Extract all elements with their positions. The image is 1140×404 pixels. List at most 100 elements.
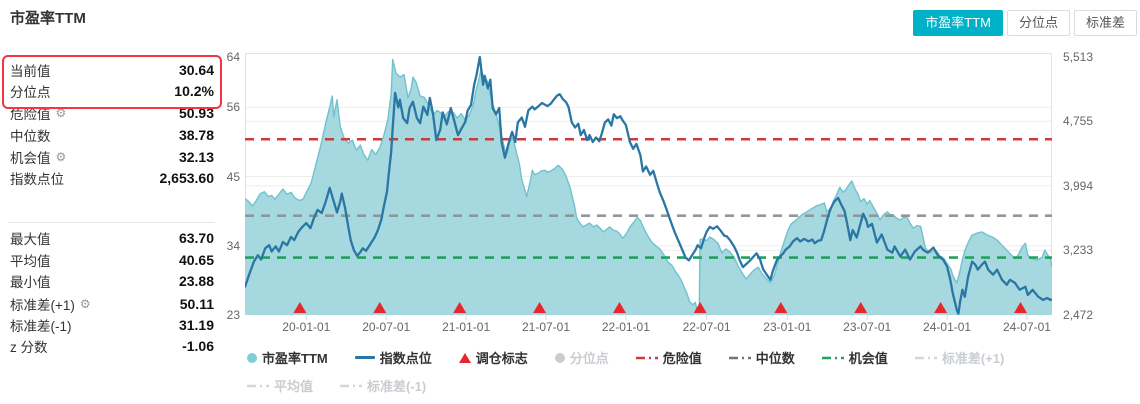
- y-axis-left-label: 64: [226, 50, 240, 64]
- stat-label: z 分数: [10, 339, 48, 355]
- dash-marker-icon: [340, 384, 363, 387]
- stat-row: 标准差(+1) ⚙ 50.11: [10, 294, 214, 313]
- tab-percentile[interactable]: 分位点: [1006, 10, 1070, 36]
- legend-item-市盈率TTM[interactable]: 市盈率TTM: [247, 348, 328, 367]
- stat-label: 最大值: [10, 231, 51, 247]
- legend-label: 标准差(+1): [941, 351, 1005, 366]
- y-axis-right-label: 3,994: [1063, 178, 1094, 193]
- stat-row: 最小值 23.88: [10, 271, 214, 290]
- rebalance-mark-icon: [612, 302, 626, 313]
- y-axis-right-label: 4,755: [1063, 114, 1094, 129]
- stat-label: 标准差(-1): [10, 318, 72, 334]
- legend-item-标准差(+1)[interactable]: 标准差(+1): [914, 348, 1005, 367]
- dash-marker-icon: [247, 384, 269, 387]
- stat-label: 标准差(+1): [10, 297, 75, 313]
- gear-icon[interactable]: ⚙: [55, 105, 67, 120]
- legend-label: 危险值: [662, 351, 702, 366]
- stat-value: -1.06: [182, 337, 214, 354]
- stat-label: 中位数: [10, 128, 51, 144]
- stat-row: 中位数 38.78: [10, 125, 214, 144]
- legend-item-分位点[interactable]: 分位点: [554, 348, 609, 367]
- tab-pe-ttm[interactable]: 市盈率TTM: [913, 10, 1003, 36]
- rebalance-mark-icon: [453, 302, 467, 313]
- stat-row: 指数点位 2,653.60: [10, 168, 214, 187]
- stat-row: 当前值 30.64: [10, 60, 214, 79]
- stat-row: 危险值 ⚙ 50.93: [10, 103, 214, 122]
- dash-marker-icon: [821, 356, 844, 359]
- legend-label: 中位数: [755, 351, 795, 366]
- dash-marker-icon: [635, 356, 658, 359]
- stat-value: 10.2%: [174, 82, 214, 99]
- legend-row-2: 平均值 标准差(-1): [247, 376, 453, 395]
- y-axis-right-label: 3,233: [1063, 243, 1094, 258]
- stat-value: 32.13: [178, 148, 214, 165]
- legend-label: 指数点位: [379, 351, 432, 366]
- rebalance-mark-icon: [854, 302, 868, 313]
- rebalance-mark-icon: [293, 302, 307, 313]
- x-axis-label: 20-07-01: [362, 320, 411, 334]
- pe-ttm-area: [245, 59, 1052, 315]
- x-axis-label: 21-07-01: [521, 320, 571, 334]
- line-marker-icon: [354, 356, 375, 359]
- y-axis-right-label: 5,513: [1063, 50, 1094, 64]
- rebalance-mark-icon: [774, 302, 788, 313]
- dash-marker-icon: [914, 356, 937, 359]
- x-axis-label: 21-01-01: [442, 320, 491, 334]
- stat-row: z 分数 -1.06: [10, 336, 214, 355]
- stat-label: 机会值: [10, 150, 51, 166]
- x-axis-label: 23-07-01: [843, 320, 892, 334]
- rebalance-mark-icon: [693, 302, 707, 313]
- legend-item-中位数[interactable]: 中位数: [728, 348, 795, 367]
- legend-item-标准差(-1)[interactable]: 标准差(-1): [340, 376, 426, 395]
- stat-label: 平均值: [10, 253, 51, 269]
- x-axis-label: 22-01-01: [601, 320, 650, 334]
- circle-marker-icon: [247, 352, 257, 363]
- stat-value: 40.65: [178, 251, 214, 268]
- legend-label: 平均值: [274, 379, 314, 394]
- legend-item-调仓标志[interactable]: 调仓标志: [458, 348, 528, 367]
- stat-row: 分位点 10.2%: [10, 81, 214, 100]
- y-axis-right-label: 2,472: [1063, 308, 1094, 322]
- legend-label: 调仓标志: [475, 351, 528, 366]
- legend-label: 分位点: [569, 351, 609, 366]
- rebalance-mark-icon: [1014, 302, 1028, 313]
- legend-item-平均值[interactable]: 平均值: [247, 376, 313, 395]
- stat-value: 38.78: [178, 126, 214, 143]
- y-axis-left-label: 45: [226, 169, 240, 184]
- stat-value: 50.11: [179, 295, 214, 312]
- legend-label: 机会值: [848, 351, 888, 366]
- gear-icon[interactable]: ⚙: [55, 149, 67, 164]
- stat-row: 机会值 ⚙ 32.13: [10, 147, 214, 166]
- rebalance-mark-icon: [373, 302, 387, 313]
- stat-label: 危险值: [10, 106, 51, 122]
- x-axis-label: 20-01-01: [282, 320, 331, 334]
- stat-row: 最大值 63.70: [10, 228, 214, 247]
- stat-value: 2,653.60: [159, 169, 215, 186]
- tab-stddev[interactable]: 标准差: [1073, 10, 1137, 36]
- gear-icon[interactable]: ⚙: [79, 296, 91, 311]
- stat-label: 分位点: [10, 84, 51, 100]
- stat-value: 30.64: [178, 61, 214, 78]
- x-axis-label: 24-07-01: [1002, 320, 1051, 334]
- x-axis-label: 24-01-01: [923, 320, 972, 334]
- x-axis-label: 22-07-01: [682, 320, 731, 334]
- legend-item-危险值[interactable]: 危险值: [635, 348, 702, 367]
- stat-value: 23.88: [178, 272, 214, 289]
- index-line: [245, 55, 1052, 315]
- valuation-chart[interactable]: [245, 53, 1052, 323]
- y-axis-left-label: 23: [226, 308, 240, 322]
- y-axis-left-label: 34: [226, 238, 240, 253]
- rebalance-mark-icon: [533, 302, 547, 313]
- pe-ttm-area-edge: [245, 58, 1052, 310]
- legend-item-机会值[interactable]: 机会值: [821, 348, 888, 367]
- stat-row: 平均值 40.65: [10, 250, 214, 269]
- stat-value: 31.19: [178, 316, 214, 333]
- stat-value: 63.70: [178, 229, 214, 246]
- rebalance-mark-icon: [934, 302, 948, 313]
- legend-label: 市盈率TTM: [262, 351, 328, 366]
- stat-label: 指数点位: [10, 171, 64, 187]
- legend-row-1: 市盈率TTM 指数点位 调仓标志 分位点 危险值 中位数 机会值 标准差(+1): [247, 348, 1031, 367]
- triangle-marker-icon: [458, 352, 471, 363]
- legend-item-指数点位[interactable]: 指数点位: [354, 348, 432, 367]
